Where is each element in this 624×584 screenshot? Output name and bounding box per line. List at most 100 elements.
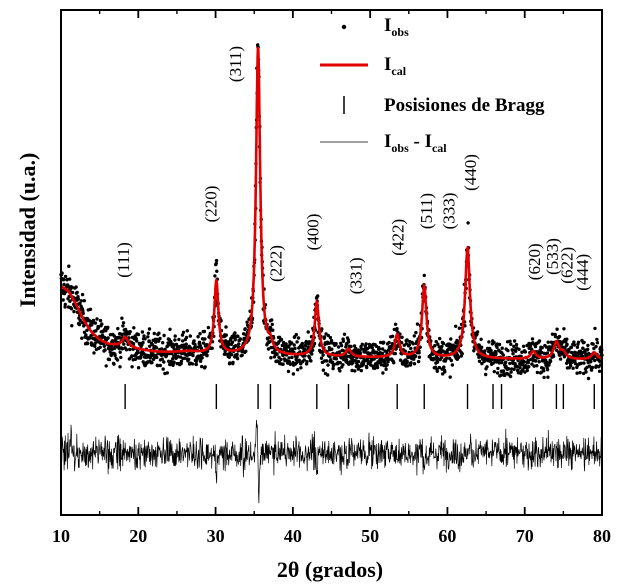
obs-point: [185, 329, 189, 333]
obs-point: [405, 338, 409, 342]
obs-point: [449, 358, 453, 363]
obs-point: [292, 343, 296, 347]
obs-point: [338, 369, 342, 373]
obs-point: [334, 357, 339, 361]
obs-point: [589, 359, 593, 363]
obs-point: [509, 370, 513, 374]
obs-point: [342, 332, 347, 336]
obs-point: [103, 348, 107, 352]
obs-point: [340, 348, 345, 353]
obs-point: [299, 366, 303, 370]
obs-point: [550, 332, 555, 336]
obs-point: [245, 320, 249, 324]
obs-point: [196, 335, 200, 339]
obs-point: [146, 335, 150, 339]
obs-point: [80, 292, 85, 297]
obs-point: [287, 359, 291, 364]
obs-point: [63, 302, 67, 307]
obs-point: [169, 340, 173, 344]
obs-point: [305, 360, 309, 364]
x-tick-label: 50: [361, 526, 379, 546]
obs-point: [545, 368, 550, 372]
obs-point: [142, 334, 146, 338]
obs-point: [495, 371, 500, 375]
x-axis-ticks: 10 20 30 40 50 60 70 80: [52, 10, 611, 546]
obs-point: [235, 352, 239, 357]
obs-point: [307, 355, 312, 360]
obs-point: [501, 369, 506, 373]
peak-label: (622): [558, 247, 577, 284]
obs-point: [436, 342, 440, 346]
obs-point: [565, 342, 569, 347]
obs-point: [507, 367, 511, 371]
obs-point: [443, 370, 447, 374]
obs-point: [537, 339, 542, 343]
obs-point: [411, 342, 415, 346]
obs-point: [160, 357, 164, 361]
obs-point: [484, 372, 488, 377]
obs-point: [508, 339, 512, 343]
obs-point: [118, 336, 123, 340]
obs-point: [530, 337, 535, 341]
obs-point: [546, 375, 550, 379]
obs-point: [376, 361, 380, 365]
obs-point: [183, 356, 187, 360]
obs-point: [456, 355, 461, 360]
obs-point: [548, 359, 553, 363]
obs-point: [558, 357, 563, 361]
obs-point: [146, 331, 151, 335]
obs-point: [379, 363, 383, 367]
obs-point: [63, 274, 68, 279]
obs-point: [155, 363, 160, 368]
obs-point: [395, 327, 399, 331]
obs-point: [106, 325, 110, 329]
obs-point: [437, 345, 441, 349]
obs-point: [346, 340, 351, 344]
obs-point: [359, 368, 363, 373]
obs-point: [321, 353, 325, 357]
obs-point: [477, 359, 482, 363]
obs-point: [489, 348, 493, 353]
peak-label: (533): [543, 238, 562, 275]
obs-point: [339, 343, 344, 348]
obs-point: [163, 347, 167, 352]
obs-point: [353, 358, 357, 363]
obs-point: [527, 365, 531, 369]
obs-point: [310, 348, 315, 352]
obs-point: [564, 340, 568, 344]
obs-point: [364, 342, 368, 346]
obs-point: [62, 277, 66, 282]
obs-point: [201, 341, 206, 345]
obs-point: [571, 366, 575, 370]
obs-point: [158, 336, 162, 341]
obs-point: [320, 327, 324, 331]
obs-point: [143, 337, 147, 341]
obs-point: [154, 346, 159, 350]
obs-point: [562, 327, 566, 331]
obs-point: [179, 359, 184, 364]
obs-point: [409, 346, 413, 351]
obs-point: [240, 353, 244, 357]
obs-point: [432, 356, 436, 361]
obs-point: [466, 221, 470, 225]
obs-point: [70, 290, 75, 295]
obs-point: [422, 273, 426, 278]
obs-point: [528, 344, 533, 348]
obs-point: [597, 369, 602, 373]
obs-point: [104, 328, 108, 333]
obs-point: [499, 373, 503, 377]
obs-point: [214, 258, 219, 263]
obs-point: [203, 365, 207, 369]
obs-point: [525, 368, 529, 373]
obs-point: [297, 358, 301, 362]
obs-point: [360, 342, 364, 346]
obs-point: [66, 285, 71, 289]
obs-point: [269, 356, 273, 360]
obs-point: [412, 362, 417, 366]
obs-point: [130, 354, 134, 358]
obs-point: [205, 353, 209, 358]
obs-point: [148, 344, 152, 348]
obs-point: [434, 339, 438, 344]
obs-point: [316, 294, 320, 298]
obs-point: [70, 285, 74, 289]
